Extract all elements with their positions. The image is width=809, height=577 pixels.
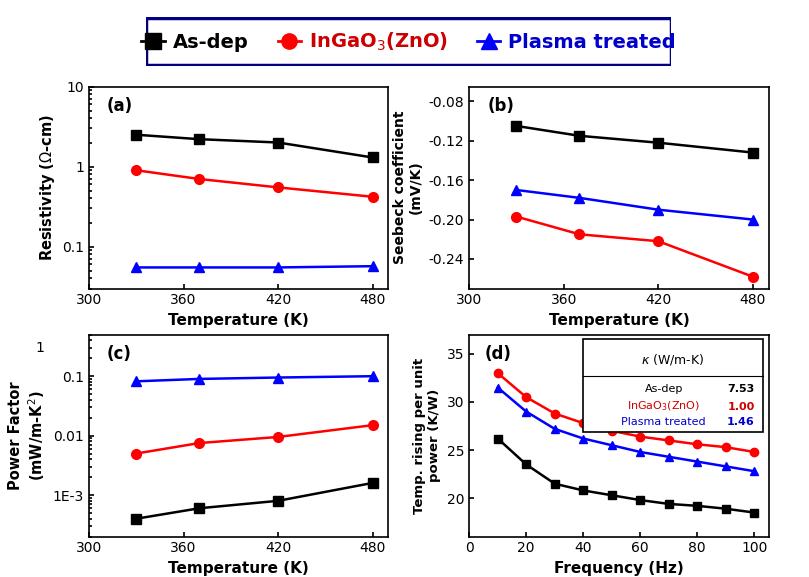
Y-axis label: Resistivity ($\Omega$-cm): Resistivity ($\Omega$-cm) bbox=[37, 114, 57, 261]
Text: InGaO$_3$(ZnO): InGaO$_3$(ZnO) bbox=[627, 400, 701, 413]
FancyBboxPatch shape bbox=[583, 339, 763, 432]
Y-axis label: Power Factor
(mW/m-K$^2$): Power Factor (mW/m-K$^2$) bbox=[8, 381, 47, 490]
Text: 1.00: 1.00 bbox=[727, 402, 755, 411]
Text: 1.46: 1.46 bbox=[727, 417, 755, 428]
Text: (c): (c) bbox=[107, 345, 132, 363]
Text: (b): (b) bbox=[487, 97, 514, 115]
X-axis label: Temperature (K): Temperature (K) bbox=[168, 313, 309, 328]
X-axis label: Temperature (K): Temperature (K) bbox=[549, 313, 689, 328]
Text: $\kappa$ (W/m-K): $\kappa$ (W/m-K) bbox=[642, 351, 705, 366]
Text: (a): (a) bbox=[107, 97, 133, 115]
Text: 1: 1 bbox=[35, 340, 44, 355]
Text: (d): (d) bbox=[484, 345, 511, 363]
Text: Plasma treated: Plasma treated bbox=[621, 417, 706, 428]
Y-axis label: Seebeck coefficient
(mV/K): Seebeck coefficient (mV/K) bbox=[393, 111, 423, 264]
FancyBboxPatch shape bbox=[146, 18, 671, 65]
Text: As-dep: As-dep bbox=[645, 384, 683, 394]
X-axis label: Temperature (K): Temperature (K) bbox=[168, 561, 309, 576]
Legend: As-dep, InGaO$_3$(ZnO), Plasma treated: As-dep, InGaO$_3$(ZnO), Plasma treated bbox=[142, 31, 676, 53]
X-axis label: Frequency (Hz): Frequency (Hz) bbox=[554, 561, 684, 576]
Y-axis label: Temp. rising per unit
power (K/W): Temp. rising per unit power (K/W) bbox=[413, 358, 441, 514]
Text: 7.53: 7.53 bbox=[727, 384, 755, 394]
